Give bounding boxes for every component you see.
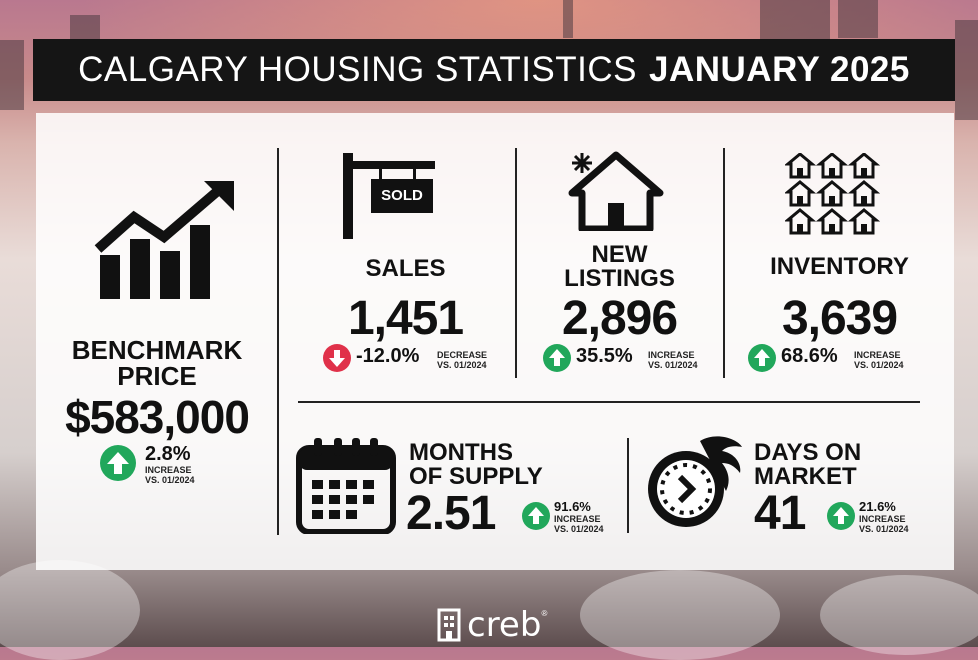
divider-horizontal — [298, 401, 920, 403]
divider-vertical — [515, 148, 517, 378]
increase-arrow-icon — [543, 344, 571, 372]
calendar-icon — [296, 438, 396, 534]
months-supply-label-line1: MONTHS — [409, 439, 513, 466]
fast-clock-icon — [648, 436, 742, 527]
months-supply-label-line2: OF SUPPLY — [409, 463, 543, 490]
days-on-market-compare: VS. 01/2024 — [859, 524, 909, 534]
stats-panel: BENCHMARK PRICE $583,000 2.8% INCREASE V… — [36, 113, 954, 570]
increase-arrow-icon — [748, 344, 776, 372]
months-supply-change: 91.6% — [554, 499, 591, 514]
benchmark-label: BENCHMARK PRICE — [36, 337, 278, 389]
title-month: JANUARY 2025 — [649, 50, 910, 89]
days-on-market-label: DAYS ON MARKET — [754, 441, 861, 489]
benchmark-value: $583,000 — [65, 391, 250, 443]
benchmark-label-line2: PRICE — [117, 361, 197, 391]
months-supply-value: 2.51 — [406, 487, 496, 540]
inventory-direction: INCREASE — [854, 350, 901, 360]
sold-sign-text: SOLD — [381, 187, 423, 204]
decrease-arrow-icon — [323, 344, 351, 372]
days-on-market-value: 41 — [754, 487, 806, 540]
snowy-tree — [580, 570, 780, 660]
months-supply-compare: VS. 01/2024 — [554, 524, 604, 534]
background-building — [760, 0, 830, 40]
inventory-compare: VS. 01/2024 — [854, 360, 904, 370]
creb-wordmark: creb — [467, 605, 542, 645]
benchmark-label-line1: BENCHMARK — [71, 335, 243, 365]
calgary-tower — [563, 0, 573, 38]
sales-compare: VS. 01/2024 — [437, 360, 487, 370]
benchmark-compare: VS. 01/2024 — [145, 475, 195, 485]
title-banner: CALGARY HOUSING STATISTICS JANUARY 2025 — [33, 39, 955, 101]
new-listings-value: 2,896 — [561, 292, 678, 345]
new-listings-label-line1: NEW — [591, 241, 648, 268]
days-on-market-direction: INCREASE — [859, 514, 906, 524]
trending-up-chart-icon — [94, 181, 234, 299]
sales-label: SALES — [365, 255, 446, 282]
new-listings-label-line2: LISTINGS — [564, 265, 675, 292]
inventory-label: INVENTORY — [770, 253, 909, 280]
title-regular: CALGARY HOUSING STATISTICS — [78, 50, 637, 89]
months-supply-label: MONTHS OF SUPPLY — [409, 441, 543, 489]
new-listings-compare: VS. 01/2024 — [648, 360, 698, 370]
benchmark-change: 2.8% — [145, 443, 191, 465]
new-listings-change: 35.5% — [576, 345, 633, 367]
creb-logo: creb ® — [437, 605, 547, 645]
background-building — [0, 40, 24, 110]
sales-value: 1,451 — [347, 292, 464, 345]
sales-change: -12.0% — [356, 345, 420, 367]
months-supply-direction: INCREASE — [554, 514, 601, 524]
houses-grid-icon — [786, 153, 878, 235]
increase-arrow-icon — [827, 502, 855, 530]
creb-building-icon — [437, 608, 461, 642]
background-building — [955, 20, 978, 120]
increase-arrow-icon — [100, 445, 136, 481]
new-listings-label: NEW LISTINGS — [517, 243, 722, 291]
sales-direction: DECREASE — [437, 350, 488, 360]
benchmark-direction: INCREASE — [145, 465, 192, 475]
inventory-change: 68.6% — [781, 345, 838, 367]
inventory-value: 3,639 — [781, 292, 898, 345]
snowy-tree — [0, 560, 140, 660]
divider-vertical — [277, 148, 279, 535]
new-listings-direction: INCREASE — [648, 350, 695, 360]
snowy-tree — [820, 575, 978, 655]
increase-arrow-icon — [522, 502, 550, 530]
days-on-market-label-line1: DAYS ON — [754, 439, 862, 466]
registered-mark: ® — [541, 609, 548, 618]
sold-sign-icon — [343, 153, 435, 239]
days-on-market-label-line2: MARKET — [754, 463, 857, 490]
days-on-market-change: 21.6% — [859, 499, 896, 514]
divider-vertical — [723, 148, 725, 378]
divider-vertical — [627, 438, 629, 533]
background-building — [838, 0, 878, 38]
new-house-icon — [568, 151, 664, 231]
